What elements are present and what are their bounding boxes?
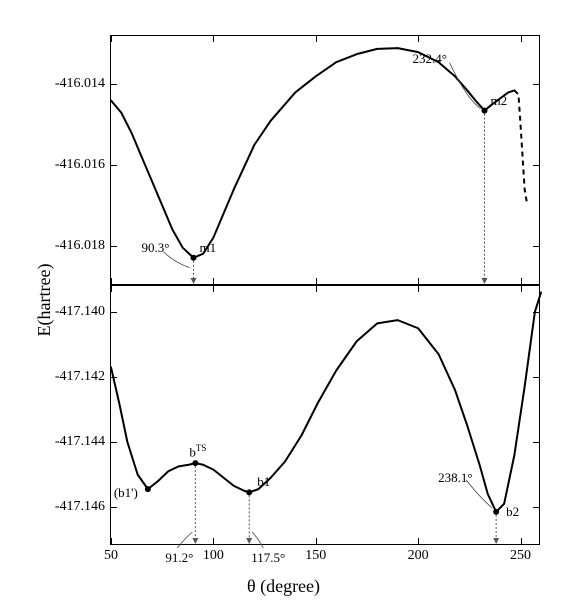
point-label: m2 [490,93,507,109]
x-tick-mark [316,286,317,292]
callout-line [177,532,192,548]
y-tick-mark [111,312,117,313]
arrowhead-icon [192,538,198,544]
energy-curve [111,293,541,512]
marker-point [493,509,499,515]
y-tick-mark [533,165,539,166]
x-axis-title: θ (degree) [247,576,320,597]
x-tick-mark [521,278,522,284]
point-label: (b1') [114,485,138,501]
x-tick-mark [213,286,214,292]
y-tick-mark [533,507,539,508]
angle-label: 238.1° [438,470,472,486]
y-tick-label: -417.140 [55,304,111,320]
y-tick-mark [111,246,117,247]
marker-point [481,108,487,114]
x-tick-label: 200 [408,544,429,564]
marker-point [191,255,197,261]
x-tick-mark [418,36,419,42]
energy-curve [111,48,514,258]
angle-label: 91.2° [165,550,193,566]
x-tick-mark [418,286,419,292]
y-tick-label: -417.142 [55,369,111,385]
point-label: m1 [200,240,217,256]
y-tick-label: -416.018 [55,238,111,254]
callout-line [252,532,263,548]
y-tick-mark [111,84,117,85]
point-label: b1 [257,474,270,490]
angle-label: 232.4° [412,51,446,67]
x-tick-mark [213,36,214,42]
marker-point [246,489,252,495]
x-tick-mark [111,36,112,42]
y-tick-label: -417.146 [55,499,111,515]
x-tick-label: 100 [203,544,224,564]
x-tick-label: 250 [510,544,531,564]
y-tick-label: -417.144 [55,434,111,450]
y-tick-mark [111,377,117,378]
x-tick-mark [521,286,522,292]
x-tick-mark [213,278,214,284]
y-tick-mark [111,507,117,508]
x-tick-label: 150 [305,544,326,564]
y-axis-title: E(hartree) [34,264,55,337]
y-tick-mark [533,84,539,85]
arrowhead-icon [493,538,499,544]
point-label: bTS [189,443,206,460]
bottom-panel-plot [111,286,539,544]
y-tick-mark [111,165,117,166]
x-tick-mark [316,278,317,284]
y-tick-mark [533,312,539,313]
arrowhead-icon [481,278,487,284]
point-label: b2 [506,504,519,520]
x-tick-mark [111,278,112,284]
arrowhead-icon [191,278,197,284]
x-tick-label: 50 [104,544,118,564]
x-tick-mark [111,286,112,292]
top-panel: -416.014-416.016-416.018m190.3°m2232.4° [110,35,540,285]
figure-root: E(hartree) θ (degree) -416.014 -416.016 -4… [0,0,567,601]
x-tick-mark [521,36,522,42]
marker-point [192,460,198,466]
bottom-panel: -417.140-417.142-417.144-417.14650100150… [110,285,540,545]
arrowhead-icon [246,538,252,544]
angle-label: 117.5° [251,550,285,566]
y-tick-label: -416.016 [55,157,111,173]
top-panel-plot [111,36,539,284]
y-tick-label: -416.014 [55,76,111,92]
x-tick-mark [418,278,419,284]
y-tick-mark [533,442,539,443]
y-tick-mark [533,246,539,247]
energy-curve-dashed [514,90,526,201]
marker-point [145,486,151,492]
x-tick-mark [316,36,317,42]
y-tick-mark [111,442,117,443]
y-tick-mark [533,377,539,378]
angle-label: 90.3° [142,240,170,256]
